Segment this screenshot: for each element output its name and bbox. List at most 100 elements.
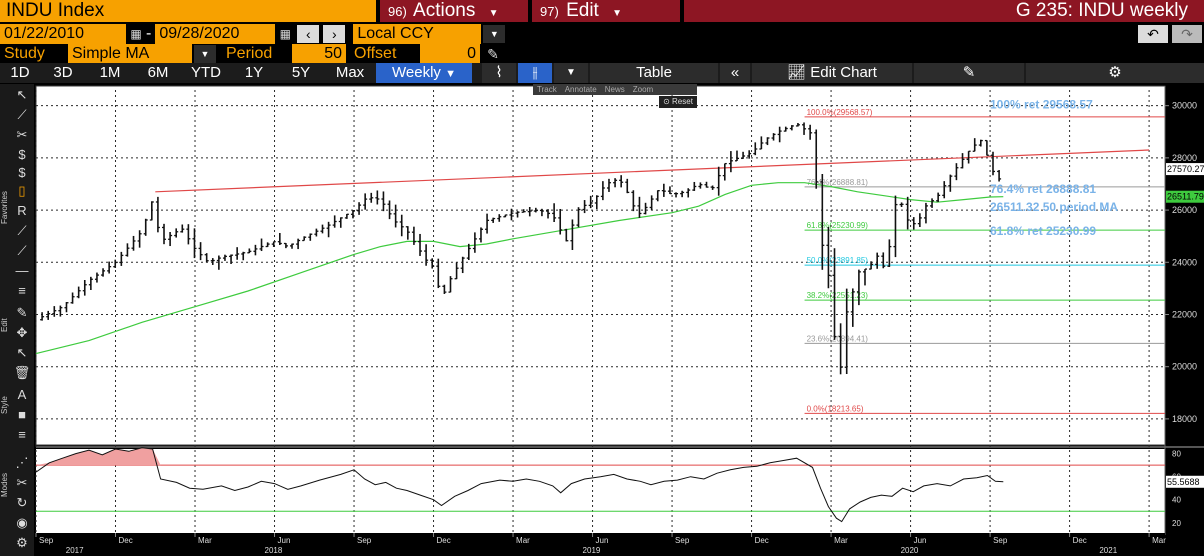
tf-1d[interactable]: 1D xyxy=(10,64,30,81)
pen-icon[interactable]: ✎ xyxy=(16,305,28,320)
undo-icon[interactable]: ↶ xyxy=(1138,25,1168,43)
text-icon[interactable]: A xyxy=(17,387,27,402)
strikethrough-icon[interactable]: ✂ xyxy=(16,127,28,142)
pencil-icon[interactable]: ✎ xyxy=(487,46,499,62)
cycle-icon[interactable]: ↻ xyxy=(16,495,28,510)
chevron-left-icon[interactable]: ‹ xyxy=(297,25,320,43)
edit-chart-button[interactable]: 📈︎ Edit Chart xyxy=(752,63,912,83)
period-input[interactable]: 50 xyxy=(292,44,346,64)
reset-button[interactable]: ⊙ Reset xyxy=(659,96,697,108)
gear-icon[interactable]: ⚙ xyxy=(1026,63,1204,83)
y-tick-label: 28000 xyxy=(1172,153,1197,163)
offset-input[interactable]: 0 xyxy=(420,44,480,64)
draw-line-icon[interactable]: ⟋ xyxy=(17,107,27,122)
table-button[interactable]: Table xyxy=(590,63,718,83)
pointer-icon[interactable]: ↖ xyxy=(16,87,28,102)
chart-area[interactable]: 100.0%(29568.57) 76.4%(26888.81) 61.8%(252… xyxy=(34,84,1204,556)
x-month-label: Mar xyxy=(834,536,848,545)
price-bar xyxy=(875,252,880,269)
dotted-line-icon[interactable]: ⋰ xyxy=(15,455,29,470)
price-bar xyxy=(680,190,685,198)
price-bar xyxy=(113,259,118,268)
price-bar xyxy=(198,242,203,261)
start-date-input[interactable]: 01/22/2010 xyxy=(0,24,126,44)
rsi-panel-background xyxy=(36,449,1165,536)
price-bar xyxy=(168,231,173,247)
annotation-edit-icon[interactable]: ✎ xyxy=(914,63,1024,83)
price-bar xyxy=(862,268,867,286)
retracement-icon[interactable]: R xyxy=(17,203,27,218)
price-bar xyxy=(521,209,526,213)
price-bar xyxy=(997,170,1002,182)
date-range-bar: 01/22/2010 ▦ - 09/28/2020 ▦ ‹ › Local CC… xyxy=(0,24,1204,44)
horizontal-line-icon[interactable]: — xyxy=(15,263,29,278)
x-year-label: 2021 xyxy=(1099,546,1117,555)
x-year-label: 2017 xyxy=(66,546,84,555)
tf-1m[interactable]: 1M xyxy=(99,64,121,81)
chevron-down-icon[interactable]: ▼ xyxy=(483,25,506,43)
calendar-icon[interactable]: ▦ xyxy=(130,27,142,41)
track-button[interactable]: Track xyxy=(537,85,557,94)
trash-icon[interactable]: 🗑︎ xyxy=(13,365,31,380)
chevron-down-icon[interactable]: ▼ xyxy=(194,45,216,63)
price-bar xyxy=(771,133,776,141)
price-tag-icon[interactable]: $ xyxy=(18,165,26,180)
actions-menu[interactable]: 96) Actions ▼ xyxy=(380,0,528,22)
tf-ytd[interactable]: YTD xyxy=(191,64,221,81)
end-date-input[interactable]: 09/28/2020 xyxy=(155,24,276,44)
price-bar xyxy=(887,239,892,267)
edit-menu[interactable]: 97) Edit ▼ xyxy=(532,0,680,22)
frequency-select[interactable]: Weekly ▼ xyxy=(376,63,472,83)
news-button[interactable]: News xyxy=(604,85,625,94)
highlight-icon[interactable]: ▯ xyxy=(18,183,26,198)
collapse-icon[interactable]: « xyxy=(720,63,750,83)
tf-3d[interactable]: 3D xyxy=(53,64,73,81)
tf-6m[interactable]: 6M xyxy=(147,64,169,81)
price-bar xyxy=(978,139,983,147)
price-bar xyxy=(655,190,660,202)
price-bar xyxy=(369,192,374,203)
cursor-icon[interactable]: ↖ xyxy=(16,345,28,360)
zoom-button[interactable]: Zoom xyxy=(632,85,654,94)
line-weight-icon[interactable]: ≡ xyxy=(18,427,26,442)
price-bar xyxy=(76,286,81,299)
study-select[interactable]: Simple MA xyxy=(68,44,192,64)
strikethrough-icon[interactable]: ✂ xyxy=(16,475,28,490)
annotate-button[interactable]: Annotate xyxy=(564,85,597,94)
redo-icon[interactable]: ↷ xyxy=(1172,25,1202,43)
annotation-label: 76.4% ret 26888.81 xyxy=(990,182,1096,196)
bar-chart-icon[interactable]: ⫲ xyxy=(518,63,552,83)
ray-icon[interactable]: ⟋ xyxy=(17,223,27,238)
price-bar xyxy=(478,227,483,243)
gear-icon[interactable]: ⚙ xyxy=(16,535,28,550)
rsi-tick-label: 80 xyxy=(1172,450,1181,459)
move-icon[interactable]: ✥ xyxy=(16,325,28,340)
price-bar xyxy=(722,162,727,181)
rsi-tick-label: 40 xyxy=(1172,496,1181,505)
edit-menu-label: Edit xyxy=(566,0,599,21)
chevron-right-icon[interactable]: › xyxy=(323,25,346,43)
x-month-label: Jun xyxy=(278,536,291,545)
channel-icon[interactable]: ≡ xyxy=(18,283,26,298)
price-bar xyxy=(52,306,57,317)
tf-max[interactable]: Max xyxy=(335,64,365,81)
chevron-down-icon[interactable]: ▼ xyxy=(554,63,588,83)
calendar-icon[interactable]: ▦ xyxy=(279,27,291,41)
price-bar xyxy=(917,213,922,227)
currency-select[interactable]: Local CCY xyxy=(353,24,482,44)
price-bar xyxy=(302,236,307,242)
palette-icon[interactable]: ◉ xyxy=(16,515,28,530)
line-chart-icon[interactable]: ⌇ xyxy=(482,63,516,83)
tf-5y[interactable]: 5Y xyxy=(291,64,311,81)
tf-1y[interactable]: 1Y xyxy=(244,64,264,81)
fill-color-icon[interactable]: ■ xyxy=(18,407,26,422)
chevron-down-icon: ▼ xyxy=(612,8,623,19)
trendline-icon[interactable]: ⟋ xyxy=(17,243,27,258)
price-bar xyxy=(204,253,209,263)
x-month-label: Dec xyxy=(755,536,769,545)
price-bar xyxy=(826,226,831,289)
price-tag-icon[interactable]: $ xyxy=(18,147,26,162)
x-month-label: Sep xyxy=(39,536,54,545)
rsi-last-tag xyxy=(1166,475,1204,488)
price-bar xyxy=(710,185,715,190)
